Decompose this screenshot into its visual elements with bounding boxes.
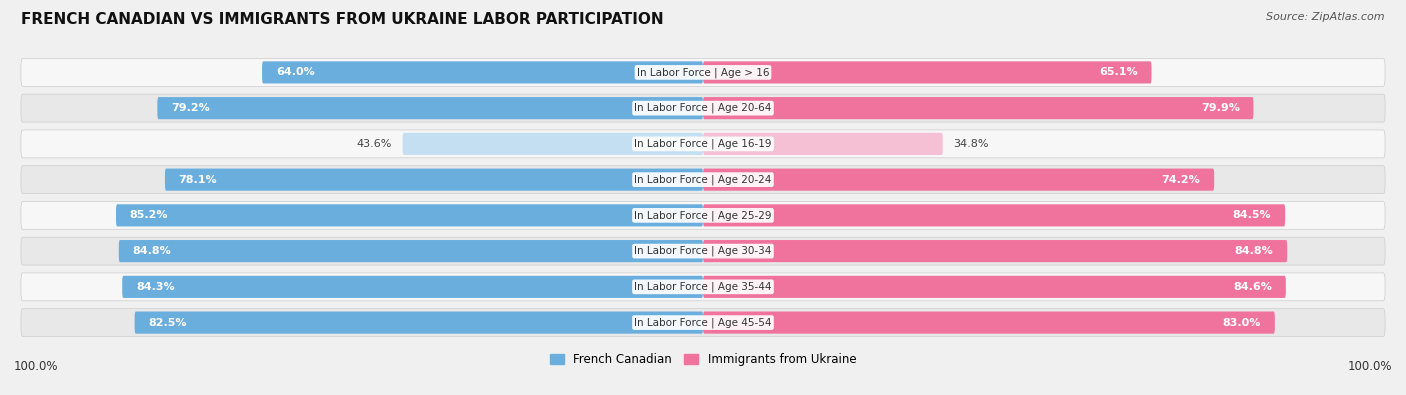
Text: 84.5%: 84.5%: [1233, 211, 1271, 220]
FancyBboxPatch shape: [703, 61, 1152, 83]
Text: FRENCH CANADIAN VS IMMIGRANTS FROM UKRAINE LABOR PARTICIPATION: FRENCH CANADIAN VS IMMIGRANTS FROM UKRAI…: [21, 12, 664, 27]
Legend: French Canadian, Immigrants from Ukraine: French Canadian, Immigrants from Ukraine: [550, 353, 856, 366]
FancyBboxPatch shape: [703, 97, 1254, 119]
Text: 84.3%: 84.3%: [136, 282, 174, 292]
Text: 82.5%: 82.5%: [149, 318, 187, 327]
FancyBboxPatch shape: [165, 169, 703, 191]
Text: 84.8%: 84.8%: [132, 246, 172, 256]
Text: In Labor Force | Age 35-44: In Labor Force | Age 35-44: [634, 282, 772, 292]
Text: 64.0%: 64.0%: [276, 68, 315, 77]
FancyBboxPatch shape: [135, 312, 703, 334]
FancyBboxPatch shape: [21, 308, 1385, 337]
FancyBboxPatch shape: [21, 58, 1385, 87]
FancyBboxPatch shape: [118, 240, 703, 262]
Text: 100.0%: 100.0%: [1347, 360, 1392, 373]
Text: 100.0%: 100.0%: [14, 360, 59, 373]
Text: In Labor Force | Age 20-24: In Labor Force | Age 20-24: [634, 174, 772, 185]
FancyBboxPatch shape: [21, 201, 1385, 229]
FancyBboxPatch shape: [703, 133, 943, 155]
FancyBboxPatch shape: [703, 276, 1286, 298]
FancyBboxPatch shape: [21, 94, 1385, 122]
Text: 85.2%: 85.2%: [129, 211, 169, 220]
Text: In Labor Force | Age 20-64: In Labor Force | Age 20-64: [634, 103, 772, 113]
Text: 79.9%: 79.9%: [1201, 103, 1240, 113]
FancyBboxPatch shape: [703, 240, 1288, 262]
Text: 34.8%: 34.8%: [953, 139, 988, 149]
Text: 83.0%: 83.0%: [1223, 318, 1261, 327]
FancyBboxPatch shape: [157, 97, 703, 119]
Text: 74.2%: 74.2%: [1161, 175, 1201, 184]
Text: 84.6%: 84.6%: [1233, 282, 1272, 292]
FancyBboxPatch shape: [703, 169, 1215, 191]
FancyBboxPatch shape: [703, 312, 1275, 334]
Text: 78.1%: 78.1%: [179, 175, 218, 184]
FancyBboxPatch shape: [402, 133, 703, 155]
Text: In Labor Force | Age 30-34: In Labor Force | Age 30-34: [634, 246, 772, 256]
Text: In Labor Force | Age 16-19: In Labor Force | Age 16-19: [634, 139, 772, 149]
FancyBboxPatch shape: [21, 166, 1385, 194]
FancyBboxPatch shape: [21, 130, 1385, 158]
Text: In Labor Force | Age 25-29: In Labor Force | Age 25-29: [634, 210, 772, 221]
Text: In Labor Force | Age 45-54: In Labor Force | Age 45-54: [634, 317, 772, 328]
Text: 79.2%: 79.2%: [172, 103, 209, 113]
Text: In Labor Force | Age > 16: In Labor Force | Age > 16: [637, 67, 769, 78]
FancyBboxPatch shape: [122, 276, 703, 298]
Text: 84.8%: 84.8%: [1234, 246, 1274, 256]
FancyBboxPatch shape: [21, 237, 1385, 265]
Text: 43.6%: 43.6%: [357, 139, 392, 149]
FancyBboxPatch shape: [117, 204, 703, 226]
Text: 65.1%: 65.1%: [1099, 68, 1137, 77]
FancyBboxPatch shape: [262, 61, 703, 83]
Text: Source: ZipAtlas.com: Source: ZipAtlas.com: [1267, 12, 1385, 22]
FancyBboxPatch shape: [703, 204, 1285, 226]
FancyBboxPatch shape: [21, 273, 1385, 301]
